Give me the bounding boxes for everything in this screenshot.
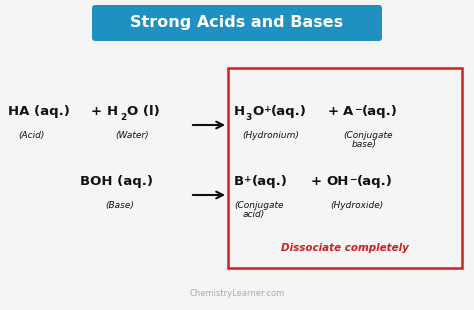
Text: (Base): (Base) <box>105 201 134 210</box>
Text: 2: 2 <box>120 113 126 122</box>
Text: A: A <box>343 105 353 118</box>
Text: (Conjugate: (Conjugate <box>234 201 283 210</box>
Text: OH: OH <box>326 175 348 188</box>
Text: H: H <box>107 105 118 118</box>
Text: Strong Acids and Bases: Strong Acids and Bases <box>130 16 344 30</box>
FancyBboxPatch shape <box>92 5 382 41</box>
Text: acid): acid) <box>243 210 265 219</box>
Text: +: + <box>328 105 338 118</box>
Text: +: + <box>310 175 321 188</box>
Text: 3: 3 <box>245 113 251 122</box>
Text: O (l): O (l) <box>127 105 160 118</box>
Text: O: O <box>252 105 263 118</box>
Text: −: − <box>354 105 362 114</box>
Text: (aq.): (aq.) <box>357 175 393 188</box>
Text: BOH (aq.): BOH (aq.) <box>80 175 153 188</box>
Text: (Water): (Water) <box>115 131 149 140</box>
Text: (Hydroxide): (Hydroxide) <box>330 201 383 210</box>
Text: +: + <box>244 175 252 184</box>
Text: (aq.): (aq.) <box>252 175 288 188</box>
FancyBboxPatch shape <box>228 68 462 268</box>
Text: (aq.): (aq.) <box>271 105 307 118</box>
Text: +: + <box>264 105 272 114</box>
Text: base): base) <box>352 140 377 149</box>
Text: (Acid): (Acid) <box>18 131 45 140</box>
Text: (Conjugate: (Conjugate <box>343 131 392 140</box>
Text: ChemistryLearner.com: ChemistryLearner.com <box>190 290 284 299</box>
Text: −: − <box>349 175 356 184</box>
Text: B: B <box>234 175 244 188</box>
Text: Dissociate completely: Dissociate completely <box>281 243 409 253</box>
Text: +: + <box>91 105 101 118</box>
Text: (aq.): (aq.) <box>362 105 398 118</box>
Text: (Hydronium): (Hydronium) <box>242 131 299 140</box>
Text: HA (aq.): HA (aq.) <box>8 105 70 118</box>
Text: H: H <box>234 105 245 118</box>
